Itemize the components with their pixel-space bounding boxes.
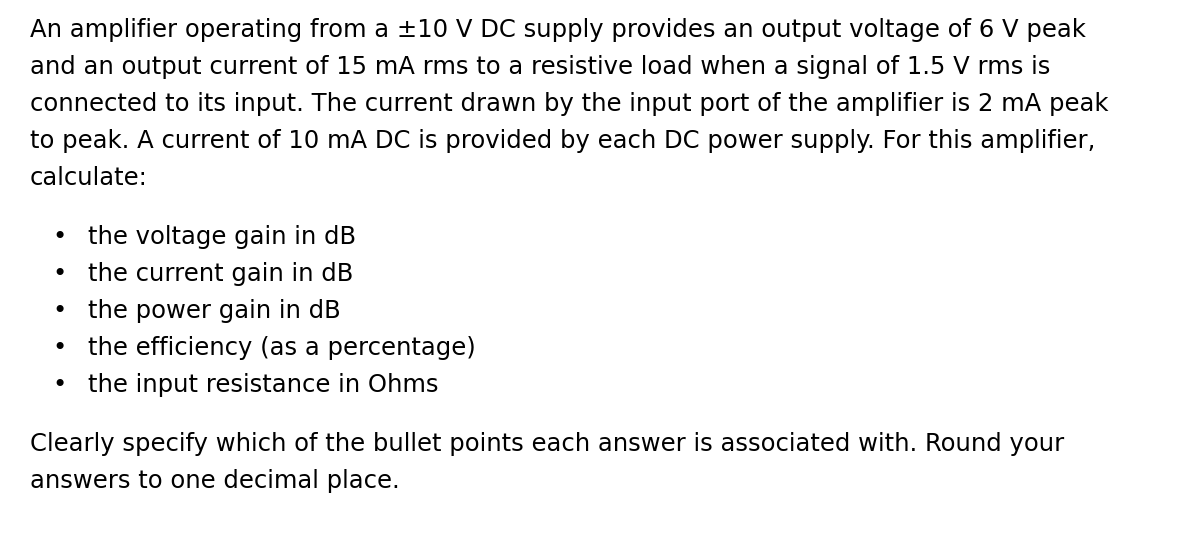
Text: calculate:: calculate: (30, 166, 148, 190)
Text: Clearly specify which of the bullet points each answer is associated with. Round: Clearly specify which of the bullet poin… (30, 432, 1064, 456)
Text: to peak. A current of 10 mA DC is provided by each DC power supply. For this amp: to peak. A current of 10 mA DC is provid… (30, 129, 1096, 153)
Text: answers to one decimal place.: answers to one decimal place. (30, 469, 400, 493)
Text: •: • (52, 373, 66, 397)
Text: •: • (52, 336, 66, 360)
Text: connected to its input. The current drawn by the input port of the amplifier is : connected to its input. The current draw… (30, 92, 1109, 116)
Text: the input resistance in Ohms: the input resistance in Ohms (88, 373, 438, 397)
Text: •: • (52, 262, 66, 286)
Text: the voltage gain in dB: the voltage gain in dB (88, 225, 356, 249)
Text: An amplifier operating from a ±10 V DC supply provides an output voltage of 6 V : An amplifier operating from a ±10 V DC s… (30, 18, 1086, 42)
Text: the efficiency (as a percentage): the efficiency (as a percentage) (88, 336, 475, 360)
Text: and an output current of 15 mA rms to a resistive load when a signal of 1.5 V rm: and an output current of 15 mA rms to a … (30, 55, 1050, 79)
Text: the power gain in dB: the power gain in dB (88, 299, 341, 323)
Text: the current gain in dB: the current gain in dB (88, 262, 353, 286)
Text: •: • (52, 225, 66, 249)
Text: •: • (52, 299, 66, 323)
